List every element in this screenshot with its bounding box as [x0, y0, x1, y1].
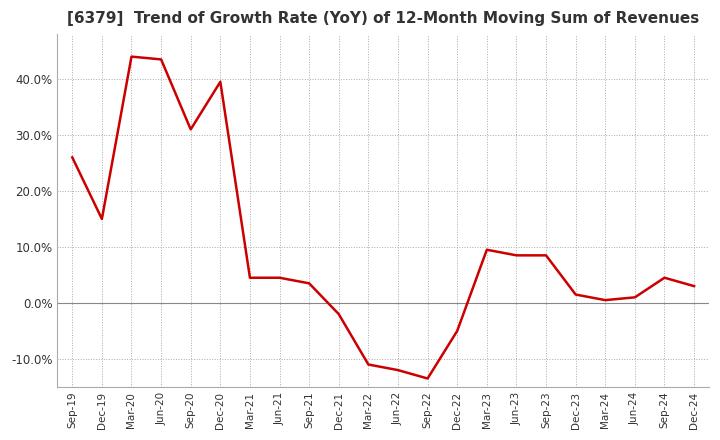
Title: [6379]  Trend of Growth Rate (YoY) of 12-Month Moving Sum of Revenues: [6379] Trend of Growth Rate (YoY) of 12-… [67, 11, 699, 26]
